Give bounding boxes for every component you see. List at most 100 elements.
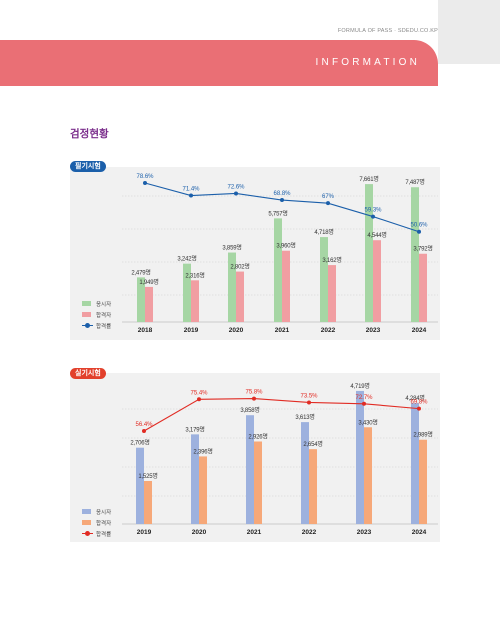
written-chart-title: 필기시험 — [70, 161, 106, 172]
legend-item-applicants: 응시자 — [82, 506, 111, 517]
data-label-passers: 2,802명 — [230, 263, 249, 271]
data-label-applicants: 7,661명 — [359, 175, 378, 183]
data-label-passers: 2,989명 — [413, 431, 432, 439]
x-tick-label: 2022 — [302, 529, 317, 536]
bar-passers — [419, 439, 427, 524]
pass-rate-label: 69.8% — [410, 400, 428, 406]
pass-rate-point — [307, 400, 311, 405]
data-label-applicants: 4,718명 — [314, 228, 333, 236]
x-tick-label: 2020 — [192, 529, 207, 536]
bar-passers — [282, 250, 290, 322]
pass-rate-point — [326, 201, 330, 206]
bar-applicants — [356, 390, 364, 524]
x-tick-label: 2023 — [357, 529, 372, 536]
legend-label-pass-rate: 합격률 — [96, 323, 112, 330]
data-label-passers: 2,654명 — [303, 440, 322, 448]
data-label-applicants: 4,719명 — [350, 382, 369, 390]
bar-applicants — [320, 237, 328, 322]
written-chart-legend: 응시자 합격자 합격률 — [82, 298, 111, 331]
bar-applicants — [136, 447, 144, 524]
pass-rate-line — [143, 398, 420, 432]
legend-swatch-applicants — [82, 509, 91, 514]
bar-passers — [199, 456, 207, 524]
data-label-passers: 1,949명 — [139, 278, 158, 286]
bar-applicants — [411, 187, 419, 322]
pass-rate-label: 68.8% — [273, 191, 291, 197]
bar-applicants — [411, 403, 419, 524]
bar-passers — [254, 441, 262, 524]
bar-applicants — [228, 252, 236, 322]
pass-rate-label: 59.3% — [364, 208, 382, 214]
bar-passers — [144, 480, 152, 524]
data-label-passers: 3,430명 — [358, 418, 377, 426]
x-tick-label: 2021 — [247, 529, 262, 536]
practical-chart-title: 실기시험 — [70, 368, 106, 379]
legend-swatch-pass-rate — [82, 323, 93, 328]
bar-applicants — [246, 415, 254, 524]
x-tick-label: 2019 — [184, 327, 199, 334]
legend-swatch-passers — [82, 520, 91, 525]
data-label-applicants: 3,179명 — [185, 425, 204, 433]
pass-rate-point — [417, 229, 421, 234]
x-tick-label: 2023 — [366, 327, 381, 334]
pass-rate-label: 75.4% — [190, 390, 208, 396]
bar-passers — [236, 271, 244, 322]
pass-rate-label: 56.4% — [135, 422, 153, 428]
pass-rate-point — [142, 429, 146, 433]
pass-rate-label: 72.6% — [227, 184, 245, 190]
data-label-passers: 3,792명 — [413, 245, 432, 253]
legend-swatch-passers — [82, 312, 91, 317]
data-label-passers: 1,525명 — [138, 472, 157, 480]
data-label-applicants: 3,242명 — [177, 255, 196, 263]
data-label-applicants: 3,613명 — [295, 413, 314, 421]
x-tick-label: 2021 — [275, 327, 290, 334]
data-label-applicants: 2,479명 — [131, 268, 150, 276]
x-tick-label: 2024 — [412, 529, 427, 536]
pass-rate-point — [252, 396, 256, 401]
data-label-applicants: 7,487명 — [405, 178, 424, 186]
pass-rate-label: 73.5% — [300, 393, 318, 399]
data-label-passers: 2,316명 — [185, 271, 204, 279]
practical-chart-legend: 응시자 합격자 합격률 — [82, 506, 111, 539]
bar-applicants — [365, 184, 373, 322]
x-tick-label: 2018 — [138, 327, 153, 334]
data-label-applicants: 3,859명 — [222, 244, 241, 252]
pass-rate-point — [189, 193, 193, 198]
data-label-applicants: 3,858명 — [240, 406, 259, 414]
legend-item-passers: 합격자 — [82, 517, 111, 528]
data-label-applicants: 4,284명 — [405, 394, 424, 402]
data-label-applicants: 5,757명 — [268, 209, 287, 217]
pass-rate-point — [371, 214, 375, 219]
bar-passers — [145, 286, 153, 322]
data-label-passers: 2,396명 — [193, 447, 212, 455]
legend-label-applicants: 응시자 — [96, 301, 112, 308]
legend-swatch-applicants — [82, 301, 91, 306]
pass-rate-point — [417, 406, 421, 411]
legend-swatch-pass-rate — [82, 531, 93, 536]
data-label-applicants: 2,706명 — [130, 439, 149, 447]
pass-rate-point — [143, 181, 147, 185]
bar-applicants — [191, 434, 199, 524]
pass-rate-point — [280, 198, 284, 203]
legend-label-passers: 합격자 — [96, 520, 112, 527]
x-tick-label: 2019 — [137, 529, 152, 536]
x-tick-label: 2024 — [412, 327, 427, 334]
pass-rate-label: 71.4% — [182, 187, 200, 193]
bar-passers — [364, 427, 372, 524]
legend-item-pass-rate: 합격률 — [82, 528, 111, 539]
bar-applicants — [137, 277, 145, 322]
legend-label-pass-rate: 합격률 — [96, 531, 112, 538]
bar-passers — [309, 449, 317, 524]
data-label-passers: 2,926명 — [248, 432, 267, 440]
pass-rate-label: 50.6% — [410, 223, 428, 229]
header-meta: FORMULA OF PASS · SDEDU.CO.KP — [337, 28, 438, 34]
information-label: INFORMATION — [315, 57, 420, 68]
corner-decoration — [438, 0, 500, 64]
bar-applicants — [274, 218, 282, 322]
bar-passers — [373, 240, 381, 322]
data-label-passers: 3,162명 — [322, 256, 341, 264]
information-band: INFORMATION — [0, 40, 438, 86]
legend-item-applicants: 응시자 — [82, 298, 111, 309]
